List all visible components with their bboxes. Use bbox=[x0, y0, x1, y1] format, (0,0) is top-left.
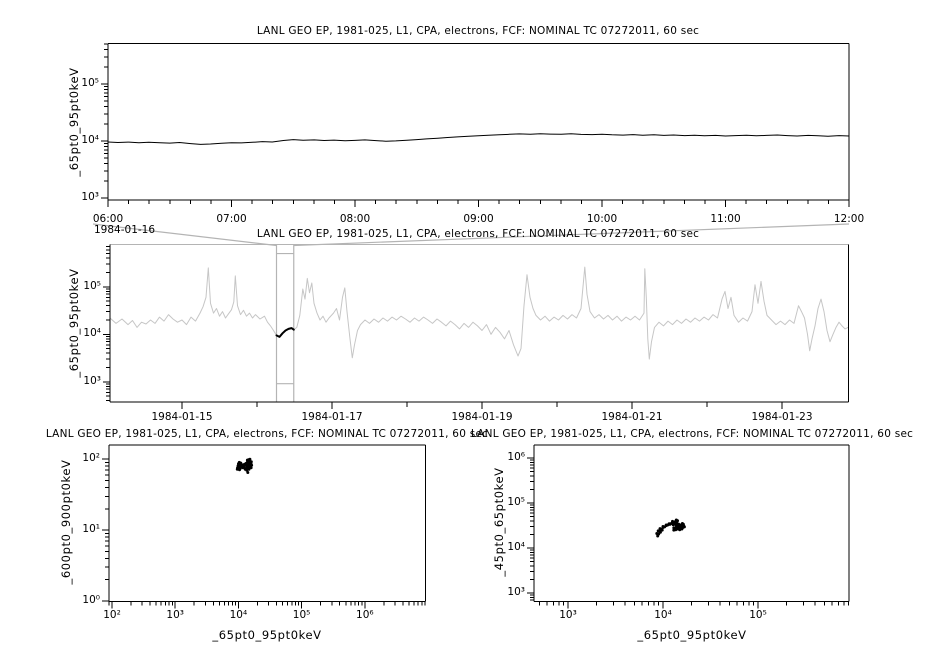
scatter-point bbox=[235, 467, 239, 471]
scatter-point bbox=[671, 519, 674, 523]
y-tick-label[interactable]: 10⁵ bbox=[83, 279, 101, 292]
scatter-point bbox=[247, 467, 251, 471]
y-tick-label[interactable]: 10⁴ bbox=[81, 134, 99, 146]
y-tick-label[interactable]: 10⁴ bbox=[83, 327, 101, 340]
x-tick-label[interactable]: 08:00 bbox=[339, 212, 371, 225]
scatter-point bbox=[676, 524, 679, 528]
x-tick-label[interactable]: 1984-01-23 bbox=[751, 411, 813, 423]
x-tick-label[interactable]: 09:00 bbox=[463, 212, 494, 225]
y-axis-label-scatter-left: _600pt0_900pt0keV bbox=[59, 459, 73, 585]
x-tick-label[interactable]: 10⁴ bbox=[654, 609, 672, 621]
scatter-point bbox=[249, 460, 253, 464]
x-tick-label[interactable]: 06:00 bbox=[92, 212, 124, 225]
series-line-_65pt0_95pt0keV bbox=[107, 133, 850, 145]
y-tick-label[interactable]: 10³ bbox=[507, 586, 525, 598]
scatter-point bbox=[660, 528, 664, 532]
scatter-point bbox=[674, 518, 678, 522]
x-tick-label[interactable]: 10² bbox=[103, 609, 121, 621]
x-tick-label[interactable]: 12:00 bbox=[833, 212, 865, 225]
scatter-point bbox=[237, 460, 241, 464]
x-tick-label[interactable]: 1984-01-19 bbox=[451, 411, 513, 423]
x-axis-label-scatter-left: _65pt0_95pt0keV bbox=[212, 628, 322, 642]
scatter-point bbox=[238, 463, 242, 467]
connector-line-left bbox=[92, 223, 277, 247]
scatter-point bbox=[246, 471, 250, 474]
panel-title-scatter-left: LANL GEO EP, 1981-025, L1, CPA, electron… bbox=[45, 428, 489, 440]
scatter-point bbox=[249, 466, 253, 470]
x-tick-label[interactable]: 1984-01-17 bbox=[301, 411, 363, 423]
scatter-point bbox=[682, 525, 686, 529]
scatter-point bbox=[243, 467, 247, 471]
x-tick-label[interactable]: 07:00 bbox=[216, 212, 247, 225]
y-tick-label[interactable]: 10⁵ bbox=[81, 77, 99, 89]
y-tick-label[interactable]: 10⁶ bbox=[507, 451, 525, 463]
y-tick-label[interactable]: 10³ bbox=[83, 374, 101, 387]
x-tick-label[interactable]: 10³ bbox=[559, 609, 577, 621]
y-tick-label[interactable]: 10⁰ bbox=[82, 594, 100, 606]
connector-line-right bbox=[293, 223, 850, 247]
panel-title-context: LANL GEO EP, 1981-025, L1, CPA, electron… bbox=[256, 227, 700, 240]
scatter-point bbox=[672, 526, 676, 530]
plot-area-context-panel[interactable] bbox=[110, 245, 849, 403]
y-axis-label-zoom: _65pt0_95pt0keV bbox=[67, 67, 81, 177]
scatter-point bbox=[248, 457, 252, 461]
selection-box[interactable] bbox=[275, 244, 295, 403]
y-tick-label[interactable]: 10² bbox=[82, 452, 100, 465]
y-axis-label-scatter-right: _45pt0_65pt0keV bbox=[492, 467, 506, 577]
y-axis-label-context: _65pt0_95pt0keV bbox=[67, 268, 81, 378]
x-axis-label-scatter-right: _65pt0_95pt0keV bbox=[637, 628, 747, 642]
panel-title-zoom: LANL GEO EP, 1981-025, L1, CPA, electron… bbox=[256, 25, 700, 37]
x-axis-context-date: 1984-01-16 bbox=[94, 224, 156, 236]
y-tick-label[interactable]: 10³ bbox=[81, 191, 99, 203]
x-tick-label[interactable]: 1984-01-21 bbox=[601, 411, 663, 423]
x-tick-label[interactable]: 1984-01-15 bbox=[151, 411, 213, 423]
series-line-highlighted-interval bbox=[275, 327, 295, 338]
scatter-point bbox=[663, 525, 667, 529]
panel-title-scatter-right: LANL GEO EP, 1981-025, L1, CPA, electron… bbox=[470, 428, 914, 440]
plot-area-scatter-right[interactable] bbox=[534, 445, 849, 602]
y-tick-label[interactable]: 10¹ bbox=[82, 523, 100, 536]
plot-area-zoom-panel[interactable] bbox=[108, 44, 849, 201]
x-tick-label[interactable]: 10³ bbox=[166, 609, 184, 621]
x-tick-label[interactable]: 11:00 bbox=[710, 212, 741, 225]
series-line-context bbox=[109, 266, 849, 360]
x-tick-label[interactable]: 10⁶ bbox=[356, 609, 374, 621]
scatter-point bbox=[245, 458, 249, 462]
scatter-point bbox=[250, 463, 254, 467]
x-tick-label[interactable]: 10⁵ bbox=[292, 609, 311, 621]
scatter-point bbox=[658, 530, 662, 534]
y-tick-label[interactable]: 10⁴ bbox=[507, 541, 525, 553]
x-tick-label[interactable]: 10⁵ bbox=[749, 609, 767, 621]
scatter-point bbox=[244, 462, 248, 465]
x-tick-label[interactable]: 10:00 bbox=[586, 212, 618, 225]
x-tick-label[interactable]: 10⁴ bbox=[229, 609, 248, 621]
plot-area-scatter-left[interactable] bbox=[109, 445, 426, 602]
scatter-point bbox=[666, 523, 670, 527]
y-tick-label[interactable]: 10⁵ bbox=[507, 496, 525, 508]
